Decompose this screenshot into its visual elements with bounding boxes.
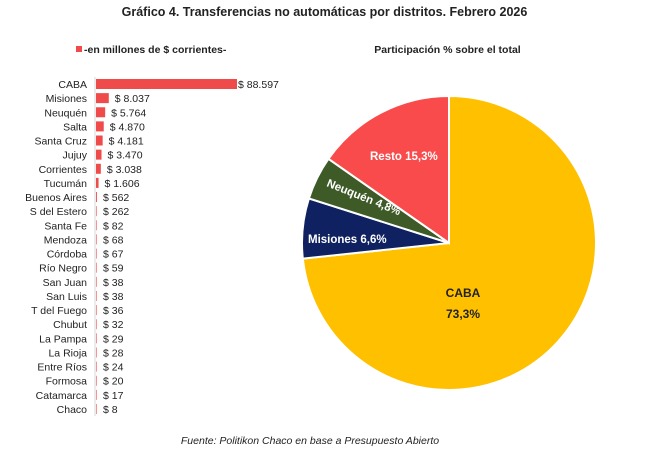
bar [96, 276, 97, 287]
bar-category-label: Jujuy [62, 150, 87, 162]
bar-value-label: $ 17 [103, 390, 124, 402]
bar-category-label: T del Fuego [31, 305, 87, 317]
bar-value-label: $ 4.870 [110, 121, 145, 133]
bar-value-label: $ 8.037 [115, 93, 150, 105]
bar-value-label: $ 88.597 [238, 79, 279, 91]
bar-value-label: $ 82 [103, 220, 124, 232]
bar [96, 305, 97, 316]
bar [96, 319, 97, 330]
bar [96, 403, 97, 414]
bar [96, 375, 97, 386]
bar [96, 206, 97, 217]
bar [96, 262, 97, 273]
bar-category-label: S del Estero [30, 206, 87, 218]
bar-value-label: $ 562 [103, 192, 129, 204]
bar-category-label: Río Negro [39, 263, 87, 275]
bar-category-label: Chaco [57, 404, 88, 416]
legend-label: -en millones de $ corrientes- [84, 44, 227, 56]
bar-category-label: Chubut [53, 319, 87, 331]
bar-value-label: $ 4.181 [109, 136, 144, 148]
bar-category-label: Tucumán [44, 178, 88, 190]
bar-category-label: Santa Cruz [34, 136, 87, 148]
bar-category-label: Neuquén [44, 107, 87, 119]
bar-value-label: $ 38 [103, 291, 124, 303]
bar [96, 107, 106, 118]
bar-value-label: $ 68 [103, 234, 124, 246]
pie-label-misiones: Misiones 6,6% [308, 234, 387, 246]
bar [96, 135, 103, 146]
bar [96, 333, 97, 344]
bar-value-label: $ 5.764 [111, 107, 146, 119]
bar-category-label: Entre Ríos [37, 362, 87, 374]
bar-value-label: $ 28 [103, 347, 124, 359]
bar-value-label: $ 32 [103, 319, 124, 331]
bar-value-label: $ 36 [103, 305, 124, 317]
bar-value-label: $ 8 [103, 404, 118, 416]
bar-category-label: Corrientes [39, 164, 87, 176]
bar-value-label: $ 20 [103, 376, 124, 388]
bar [96, 234, 97, 245]
bar-value-label: $ 3.038 [107, 164, 142, 176]
source-note: Fuente: Politikon Chaco en base a Presup… [180, 435, 440, 447]
bar [96, 79, 237, 89]
bar-value-label: $ 59 [103, 263, 124, 275]
bar [96, 290, 97, 301]
bar-value-label: $ 24 [103, 362, 124, 374]
bar [96, 93, 109, 104]
bar-value-label: $ 1.606 [105, 178, 140, 190]
bar-legend: -en millones de $ corrientes- [76, 44, 226, 56]
bar-value-label: $ 3.470 [108, 150, 143, 162]
bar-category-label: Buenos Aires [25, 192, 87, 204]
bar [96, 192, 97, 203]
bar-value-label: $ 38 [103, 277, 124, 289]
bar [96, 177, 99, 188]
bar-category-label: Córdoba [47, 249, 87, 261]
bar-value-label: $ 67 [103, 249, 124, 261]
bar-category-label: San Juan [43, 277, 88, 289]
bar-category-label: Formosa [46, 376, 88, 388]
bar-category-label: Santa Fe [44, 220, 87, 232]
bar-category-label: CABA [58, 79, 87, 91]
legend-swatch [76, 46, 82, 52]
bar-category-label: La Rioja [48, 347, 87, 359]
chart-title: Gráfico 4. Transferencias no automáticas… [121, 5, 528, 19]
bar [96, 121, 104, 132]
bar [96, 163, 101, 174]
bar-category-label: San Luis [46, 291, 87, 303]
pie-slice-resto [327, 94, 450, 245]
bar [96, 149, 102, 160]
bar [96, 361, 97, 372]
pie-label-caba-value: 73,3% [446, 307, 480, 321]
bar [96, 220, 97, 231]
pie-label-caba-name: CABA [446, 286, 481, 300]
bar-value-label: $ 262 [103, 206, 129, 218]
bar-category-label: Salta [63, 121, 87, 133]
pie-label-resto: Resto 15,3% [370, 151, 438, 163]
bar [96, 389, 97, 400]
bar-value-label: $ 29 [103, 333, 124, 345]
bar [96, 248, 97, 259]
bar [96, 347, 97, 358]
bar-category-label: Misiones [46, 93, 87, 105]
bar-category-label: Mendoza [44, 234, 87, 246]
bar-category-label: La Pampa [39, 333, 87, 345]
pie-title: Participación % sobre el total [374, 44, 521, 56]
bar-category-label: Catamarca [36, 390, 88, 402]
